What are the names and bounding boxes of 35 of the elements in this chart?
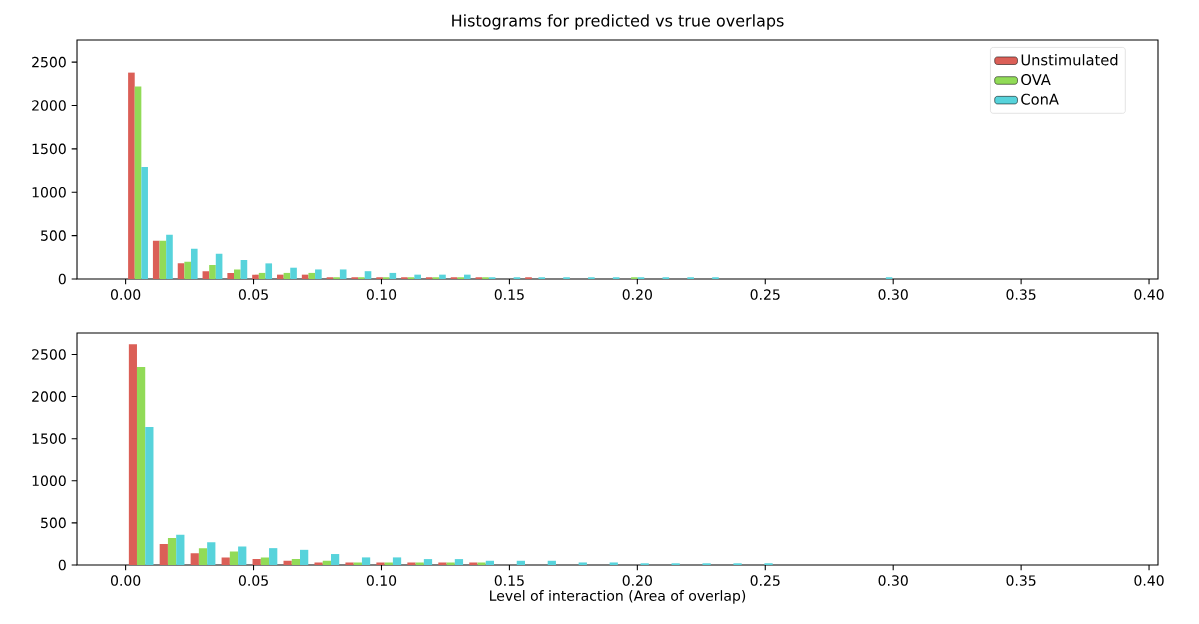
y-tick-label: 0 [58,273,66,285]
x-tick-label: 0.25 [750,289,780,300]
legend-label: OVA [1021,74,1051,86]
x-tick-label: 0.15 [494,289,524,300]
x-axis-title: Level of interaction (Area of overlap) [490,590,746,604]
y-tick-label: 2000 [32,100,66,111]
x-tick-label: 0.40 [1134,575,1164,586]
x-tick-label: 0.05 [238,289,268,300]
y-tick-label: 1000 [32,186,66,198]
x-tick-label: 0.00 [110,575,141,586]
y-tick-label: 2500 [32,349,66,360]
x-tick-label: 0.00 [110,289,141,300]
legend-label: Unstimulated [1021,54,1118,66]
y-tick-label: 500 [41,517,66,529]
x-tick-label: 0.35 [1006,289,1036,300]
y-tick-label: 1000 [32,475,66,487]
x-tick-label: 0.25 [750,575,780,586]
y-tick-label: 1500 [32,433,66,444]
x-tick-label: 0.40 [1134,289,1164,300]
y-tick-label: 2000 [32,391,66,402]
y-tick-label: 500 [41,230,66,241]
x-tick-label: 0.15 [494,575,524,586]
y-tick-label: 0 [58,559,66,571]
y-tick-label: 2500 [32,56,66,68]
x-tick-label: 0.35 [1006,575,1036,586]
x-tick-label: 0.30 [878,289,908,300]
x-tick-label: 0.10 [366,289,397,300]
chart-title: Histograms for predicted vs true overlaps [452,14,784,30]
x-tick-label: 0.10 [366,575,397,586]
x-tick-label: 0.05 [238,575,268,586]
x-tick-label: 0.30 [878,575,908,586]
x-tick-label: 0.20 [622,575,652,586]
x-tick-label: 0.20 [622,289,652,300]
y-tick-label: 1500 [32,143,66,155]
legend-label: ConA [1021,93,1059,105]
